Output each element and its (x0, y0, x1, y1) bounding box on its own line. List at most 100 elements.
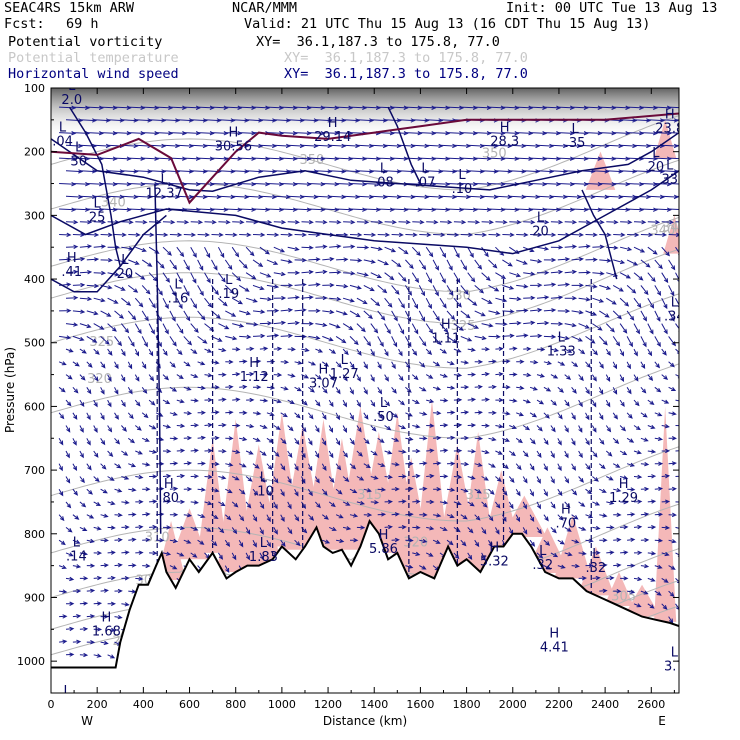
wind-vector (58, 438, 64, 446)
wind-vector (225, 232, 238, 238)
wind-vector (294, 334, 307, 339)
wind-vector (668, 183, 679, 185)
wind-vector (439, 474, 449, 479)
wind-vector (148, 348, 154, 357)
wind-vector (411, 323, 419, 335)
wind-vector (315, 219, 328, 225)
wind-vector (571, 310, 584, 315)
wind-vector (266, 259, 279, 265)
wind-vector (59, 156, 77, 161)
wind-vector (564, 194, 582, 200)
wind-vector (252, 105, 271, 110)
wind-vector (557, 539, 565, 545)
wind-vector (204, 372, 213, 378)
wind-vector (176, 399, 185, 404)
wind-vector (426, 423, 435, 428)
wind-vector (689, 578, 693, 584)
wind-vector (460, 539, 467, 547)
wind-vector (79, 652, 89, 658)
wind-vector (190, 118, 208, 123)
wind-vector (627, 207, 645, 212)
extremum-marker: H (379, 528, 389, 543)
y-tick-label: 600 (24, 400, 45, 413)
wind-vector (273, 271, 286, 277)
wind-vector (162, 348, 168, 357)
wind-vector (183, 486, 193, 492)
wind-vector (675, 144, 679, 146)
wind-vector (502, 333, 515, 339)
wind-vector (287, 118, 305, 123)
wind-vector (571, 335, 583, 342)
wind-vector (612, 336, 621, 347)
wind-vector (557, 488, 563, 497)
wind-vector (218, 448, 227, 454)
wind-vector (377, 336, 384, 348)
wind-vector (280, 463, 286, 471)
wind-vector (620, 118, 638, 123)
wind-vector (530, 156, 548, 161)
wind-vector (474, 181, 492, 187)
wind-vector (640, 461, 650, 467)
wind-vector (190, 448, 199, 453)
wind-vector (446, 461, 456, 466)
stratosphere-shading (51, 88, 679, 139)
wind-vector (578, 476, 584, 483)
wind-vector (58, 463, 63, 472)
wind-vector (627, 232, 640, 238)
wind-vector (425, 552, 434, 557)
wind-vector (120, 348, 126, 357)
wind-vector (169, 232, 183, 238)
wind-vector (613, 488, 622, 493)
wind-vector (502, 437, 510, 442)
wind-vector (342, 399, 347, 408)
wind-vector (412, 499, 421, 504)
wind-vector (363, 232, 377, 238)
wind-vector (211, 232, 224, 238)
wind-vector (411, 374, 419, 381)
wind-vector (127, 336, 135, 347)
extremum-marker: H (665, 108, 675, 123)
wind-vector (79, 476, 85, 484)
wind-vector (536, 501, 541, 510)
wind-vector (640, 285, 649, 296)
wind-vector (204, 219, 217, 225)
wind-vector (488, 359, 497, 364)
wind-vector (668, 106, 679, 109)
wind-vector (405, 105, 423, 110)
wind-vector (405, 436, 414, 442)
wind-vector (225, 207, 243, 212)
wind-vector (197, 131, 215, 136)
wind-vector (495, 372, 504, 377)
wind-vector (398, 143, 416, 149)
extremum-value: .50 (373, 410, 394, 425)
extremum-marker: L (380, 396, 388, 411)
extremum-value: 1.83 (249, 550, 278, 565)
wind-vector (239, 384, 248, 390)
wind-vector (162, 194, 181, 200)
extremum-marker: L (666, 159, 674, 174)
wind-vector (294, 463, 299, 472)
wind-vector (356, 297, 368, 305)
wind-vector (689, 119, 705, 123)
wind-vector (509, 321, 522, 326)
wind-vector (218, 143, 236, 149)
wind-vector (356, 374, 361, 382)
wind-vector (169, 361, 176, 368)
wind-vector (65, 652, 75, 657)
wind-vector (315, 143, 333, 149)
wind-vector (627, 487, 636, 492)
wind-vector (612, 463, 621, 468)
wind-vector (79, 501, 87, 508)
wind-vector (280, 131, 298, 136)
wind-vector (613, 259, 626, 265)
wind-vector (578, 323, 590, 329)
wind-vector (598, 412, 604, 421)
wind-vector (626, 336, 633, 348)
wind-vector (363, 105, 381, 110)
wind-vector (273, 346, 283, 352)
wind-vector (176, 499, 186, 505)
wind-vector (488, 207, 506, 212)
wind-vector (550, 295, 564, 300)
wind-vector (384, 143, 402, 149)
wind-vector (675, 221, 679, 223)
